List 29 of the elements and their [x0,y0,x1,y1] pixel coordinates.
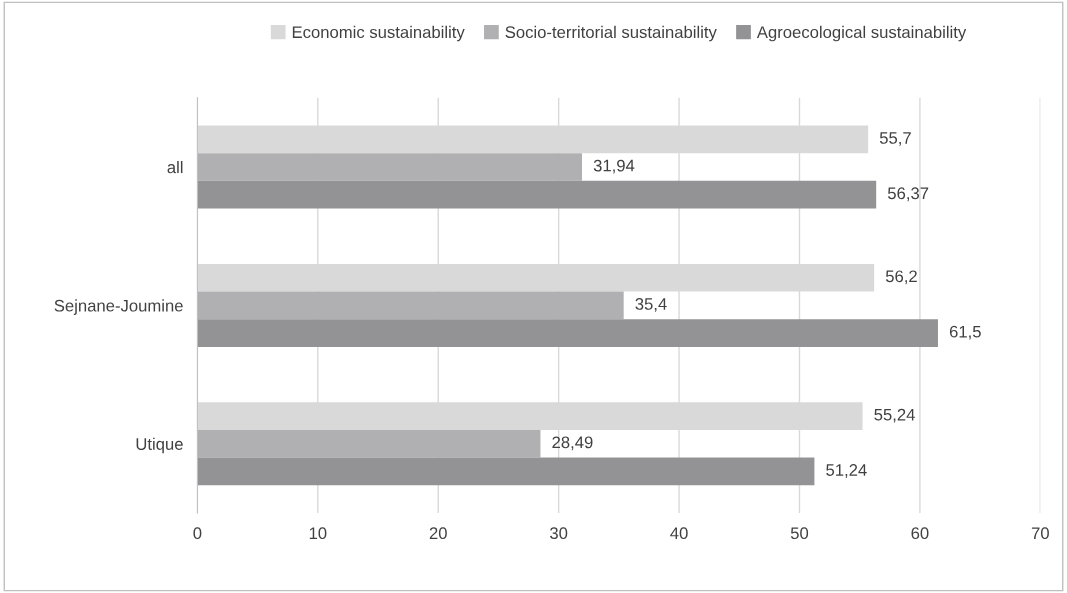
data-label: 31,94 [593,159,635,174]
data-label: 28,49 [552,436,593,451]
bar [197,153,583,181]
bar [197,180,877,209]
y-tick-label: Sejnane-Joumine [54,299,183,315]
data-label: 56,37 [887,187,929,202]
legend-label: Agroecological sustainability [756,25,967,42]
x-tick-label: 60 [911,527,929,540]
bar [197,457,815,486]
x-tick-label: 10 [309,527,327,540]
bar [197,319,938,347]
bar [197,429,541,458]
data-label: 55,7 [879,132,911,146]
y-tick-label: Utique [136,437,183,454]
x-tick-label: 20 [429,527,447,540]
data-label: 55,24 [874,408,915,423]
y-tick-label: all [167,160,183,174]
data-label: 61,5 [949,325,981,340]
bar [197,291,624,320]
x-tick-label: 0 [193,527,202,540]
x-tick-label: 40 [670,527,688,540]
data-label: 35,4 [635,298,667,312]
x-tick-label: 50 [790,527,809,540]
x-tick-label: 30 [550,527,568,540]
data-label: 56,2 [885,270,917,285]
data-label: 51,24 [826,464,867,478]
x-tick-label: 70 [1031,527,1049,540]
legend-label: Socio-territorial sustainability [505,25,717,42]
legend-label: Economic sustainability [292,25,465,42]
